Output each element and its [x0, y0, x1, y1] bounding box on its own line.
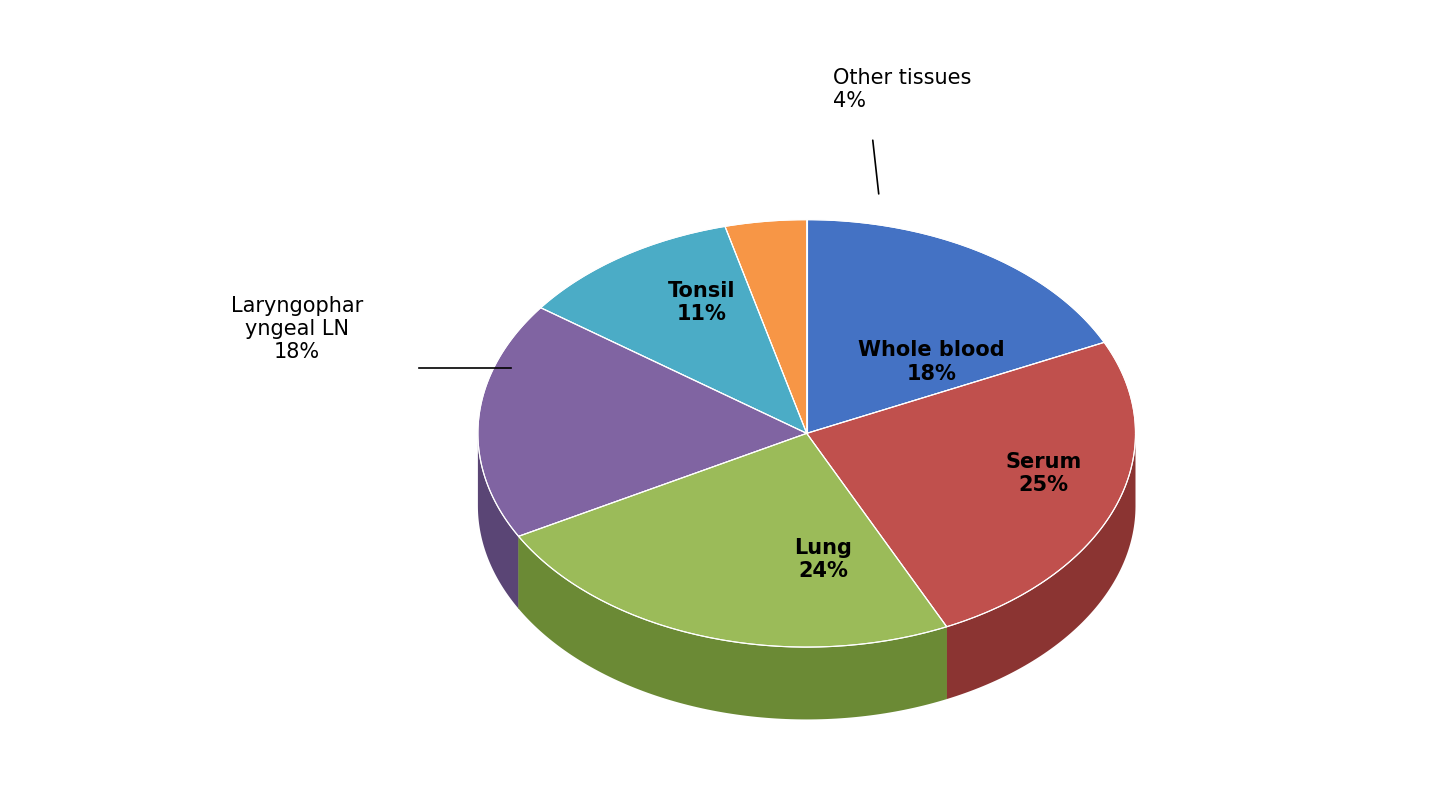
Polygon shape — [807, 434, 946, 699]
Polygon shape — [478, 434, 519, 609]
Text: Lung
24%: Lung 24% — [794, 537, 852, 580]
Polygon shape — [519, 434, 807, 609]
Polygon shape — [946, 435, 1136, 699]
Polygon shape — [519, 434, 807, 609]
Text: Other tissues
4%: Other tissues 4% — [833, 67, 971, 111]
Polygon shape — [724, 221, 807, 434]
Polygon shape — [807, 221, 1104, 434]
Polygon shape — [519, 434, 946, 647]
Text: Tonsil
11%: Tonsil 11% — [668, 281, 735, 324]
Polygon shape — [478, 309, 807, 537]
Text: Whole blood
18%: Whole blood 18% — [858, 340, 1006, 383]
Polygon shape — [540, 227, 807, 434]
Text: Serum
25%: Serum 25% — [1006, 452, 1081, 495]
Polygon shape — [807, 343, 1136, 627]
Text: Laryngophar
yngeal LN
18%: Laryngophar yngeal LN 18% — [230, 296, 364, 362]
Polygon shape — [519, 537, 946, 719]
Polygon shape — [807, 434, 946, 699]
